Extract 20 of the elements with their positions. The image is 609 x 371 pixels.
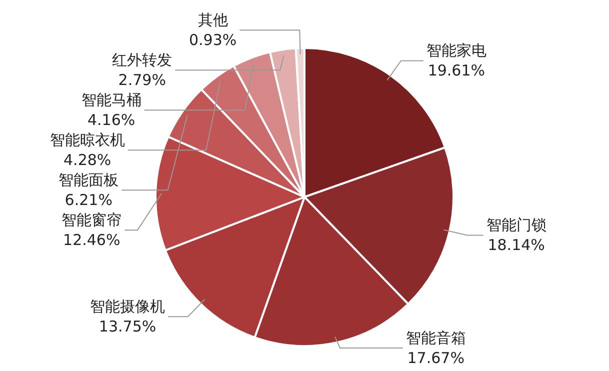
data-label: 13.75% xyxy=(98,317,156,336)
slice-label: 智能面板 xyxy=(58,170,119,189)
data-label: 6.21% xyxy=(64,190,112,209)
data-label: 4.16% xyxy=(87,110,136,129)
slice-label: 智能晾衣机 xyxy=(50,130,125,149)
slice-label: 智能家电 xyxy=(426,42,486,60)
slice-label: 红外转发 xyxy=(112,50,172,69)
data-label: 12.46% xyxy=(63,230,120,249)
data-label: 4.28% xyxy=(64,150,112,169)
slice-label: 智能摄像机 xyxy=(90,297,166,316)
slice-label: 智能窗帘 xyxy=(62,210,122,229)
slice-label: 智能音箱 xyxy=(406,328,466,347)
data-label: 0.93% xyxy=(188,30,237,49)
data-label: 19.61% xyxy=(428,62,486,80)
data-label: 17.67% xyxy=(407,348,464,367)
slice-label: 智能门锁 xyxy=(486,216,546,234)
data-label: 2.79% xyxy=(118,70,166,89)
slice-label: 智能马桶 xyxy=(81,90,142,109)
slice-label: 其他 xyxy=(198,10,228,29)
data-label: 18.14% xyxy=(488,236,545,254)
